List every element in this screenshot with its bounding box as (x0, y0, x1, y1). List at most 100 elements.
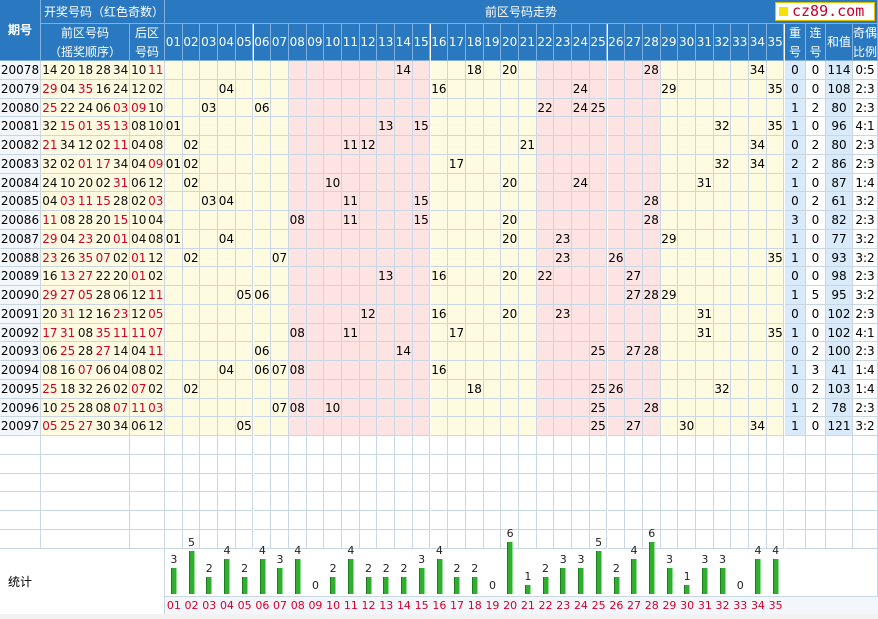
bar-value-label: 3 (170, 553, 178, 566)
repeat-count: 1 (785, 398, 806, 418)
trend-cell (218, 61, 236, 80)
trend-cell (766, 379, 785, 399)
trend-cell (235, 173, 254, 193)
trend-cell (182, 98, 201, 118)
trend-cell (377, 229, 396, 249)
trend-cell (182, 267, 201, 286)
trend-cell (625, 79, 643, 99)
front-number: 04 (41, 192, 59, 211)
trend-cell (182, 211, 201, 230)
trend-cell (554, 79, 573, 99)
empty-cell (200, 473, 219, 493)
front-number: 11 (112, 136, 130, 155)
back-number: 12 (147, 417, 165, 436)
trend-hit: 25 (589, 398, 608, 418)
bar-value-label: 4 (630, 544, 638, 558)
site-logo[interactable]: cz89.com (775, 2, 875, 21)
trend-cell (572, 61, 590, 80)
empty-cell (785, 529, 806, 549)
trend-cell (572, 154, 590, 174)
back-number: 02 (147, 79, 165, 99)
trend-cell (713, 323, 732, 343)
back-number: 03 (147, 192, 165, 211)
trend-cell (324, 417, 342, 436)
front-number: 04 (58, 79, 77, 99)
empty-cell (660, 436, 679, 455)
trend-cell (589, 61, 608, 80)
trend-cell (536, 361, 555, 380)
empty-cell (165, 529, 183, 549)
front-number: 28 (112, 192, 130, 211)
bar-14 (401, 576, 408, 594)
back-number: 04 (130, 229, 148, 249)
trend-cell (306, 192, 325, 211)
empty-cell (306, 511, 325, 530)
trend-cell (377, 154, 396, 174)
repeat-count: 1 (785, 117, 806, 136)
period-cell: 20091 (0, 304, 41, 324)
trend-cell (749, 173, 767, 193)
trend-cell (448, 417, 466, 436)
trend-cell (377, 192, 396, 211)
trend-cell (448, 248, 466, 268)
trend-cell (519, 379, 537, 399)
trend-cell (377, 211, 396, 230)
trend-cell (412, 79, 431, 99)
repeat-count: 0 (785, 379, 806, 399)
trend-cell (731, 342, 750, 361)
sum-value: 103 (826, 379, 853, 399)
empty-cell (678, 436, 696, 455)
empty-cell (430, 454, 449, 474)
front-number: 08 (76, 323, 95, 343)
trend-cell (235, 79, 254, 99)
trend-cell (165, 211, 183, 230)
front-number: 27 (76, 267, 95, 286)
trend-cell (235, 267, 254, 286)
trend-cell (200, 417, 219, 436)
front-number: 23 (41, 248, 59, 268)
trend-cell (448, 286, 466, 305)
empty-cell (826, 492, 853, 511)
x-axis-tick-label: 28 (644, 599, 659, 612)
empty-cell (147, 511, 165, 530)
empty-cell (696, 436, 714, 455)
trend-cell (625, 192, 643, 211)
repeat-count: 1 (785, 361, 806, 380)
trend-cell (395, 286, 413, 305)
trend-cell (554, 154, 573, 174)
trend-hit: 04 (218, 229, 236, 249)
front-number: 07 (76, 361, 95, 380)
back-number: 04 (130, 154, 148, 174)
trend-hit: 28 (642, 342, 661, 361)
empty-cell (112, 492, 130, 511)
trend-cell (359, 173, 378, 193)
trend-cell (342, 98, 360, 118)
trend-cell (766, 173, 785, 193)
trend-cell (377, 379, 396, 399)
trend-hit: 22 (536, 267, 555, 286)
trend-cell (324, 267, 342, 286)
empty-cell (749, 492, 767, 511)
front-number: 14 (112, 342, 130, 361)
trend-cell (359, 79, 378, 99)
trend-hit: 01 (165, 154, 183, 174)
empty-cell (0, 529, 41, 549)
empty-cell (430, 473, 449, 493)
trend-cell (235, 398, 254, 418)
empty-cell (165, 511, 183, 530)
period-cell: 20081 (0, 117, 41, 136)
trend-cell (713, 173, 732, 193)
empty-cell (465, 492, 484, 511)
empty-cell (607, 492, 626, 511)
trend-hit: 29 (660, 229, 679, 249)
trend-cell (271, 98, 289, 118)
trend-hit: 15 (412, 192, 431, 211)
empty-cell (253, 454, 272, 474)
sum-value: 95 (826, 286, 853, 305)
empty-cell (0, 511, 41, 530)
bar-value-label: 6 (648, 527, 656, 540)
empty-cell (271, 454, 289, 474)
empty-cell (448, 436, 466, 455)
trend-hit: 24 (572, 98, 590, 118)
trend-cell (324, 248, 342, 268)
